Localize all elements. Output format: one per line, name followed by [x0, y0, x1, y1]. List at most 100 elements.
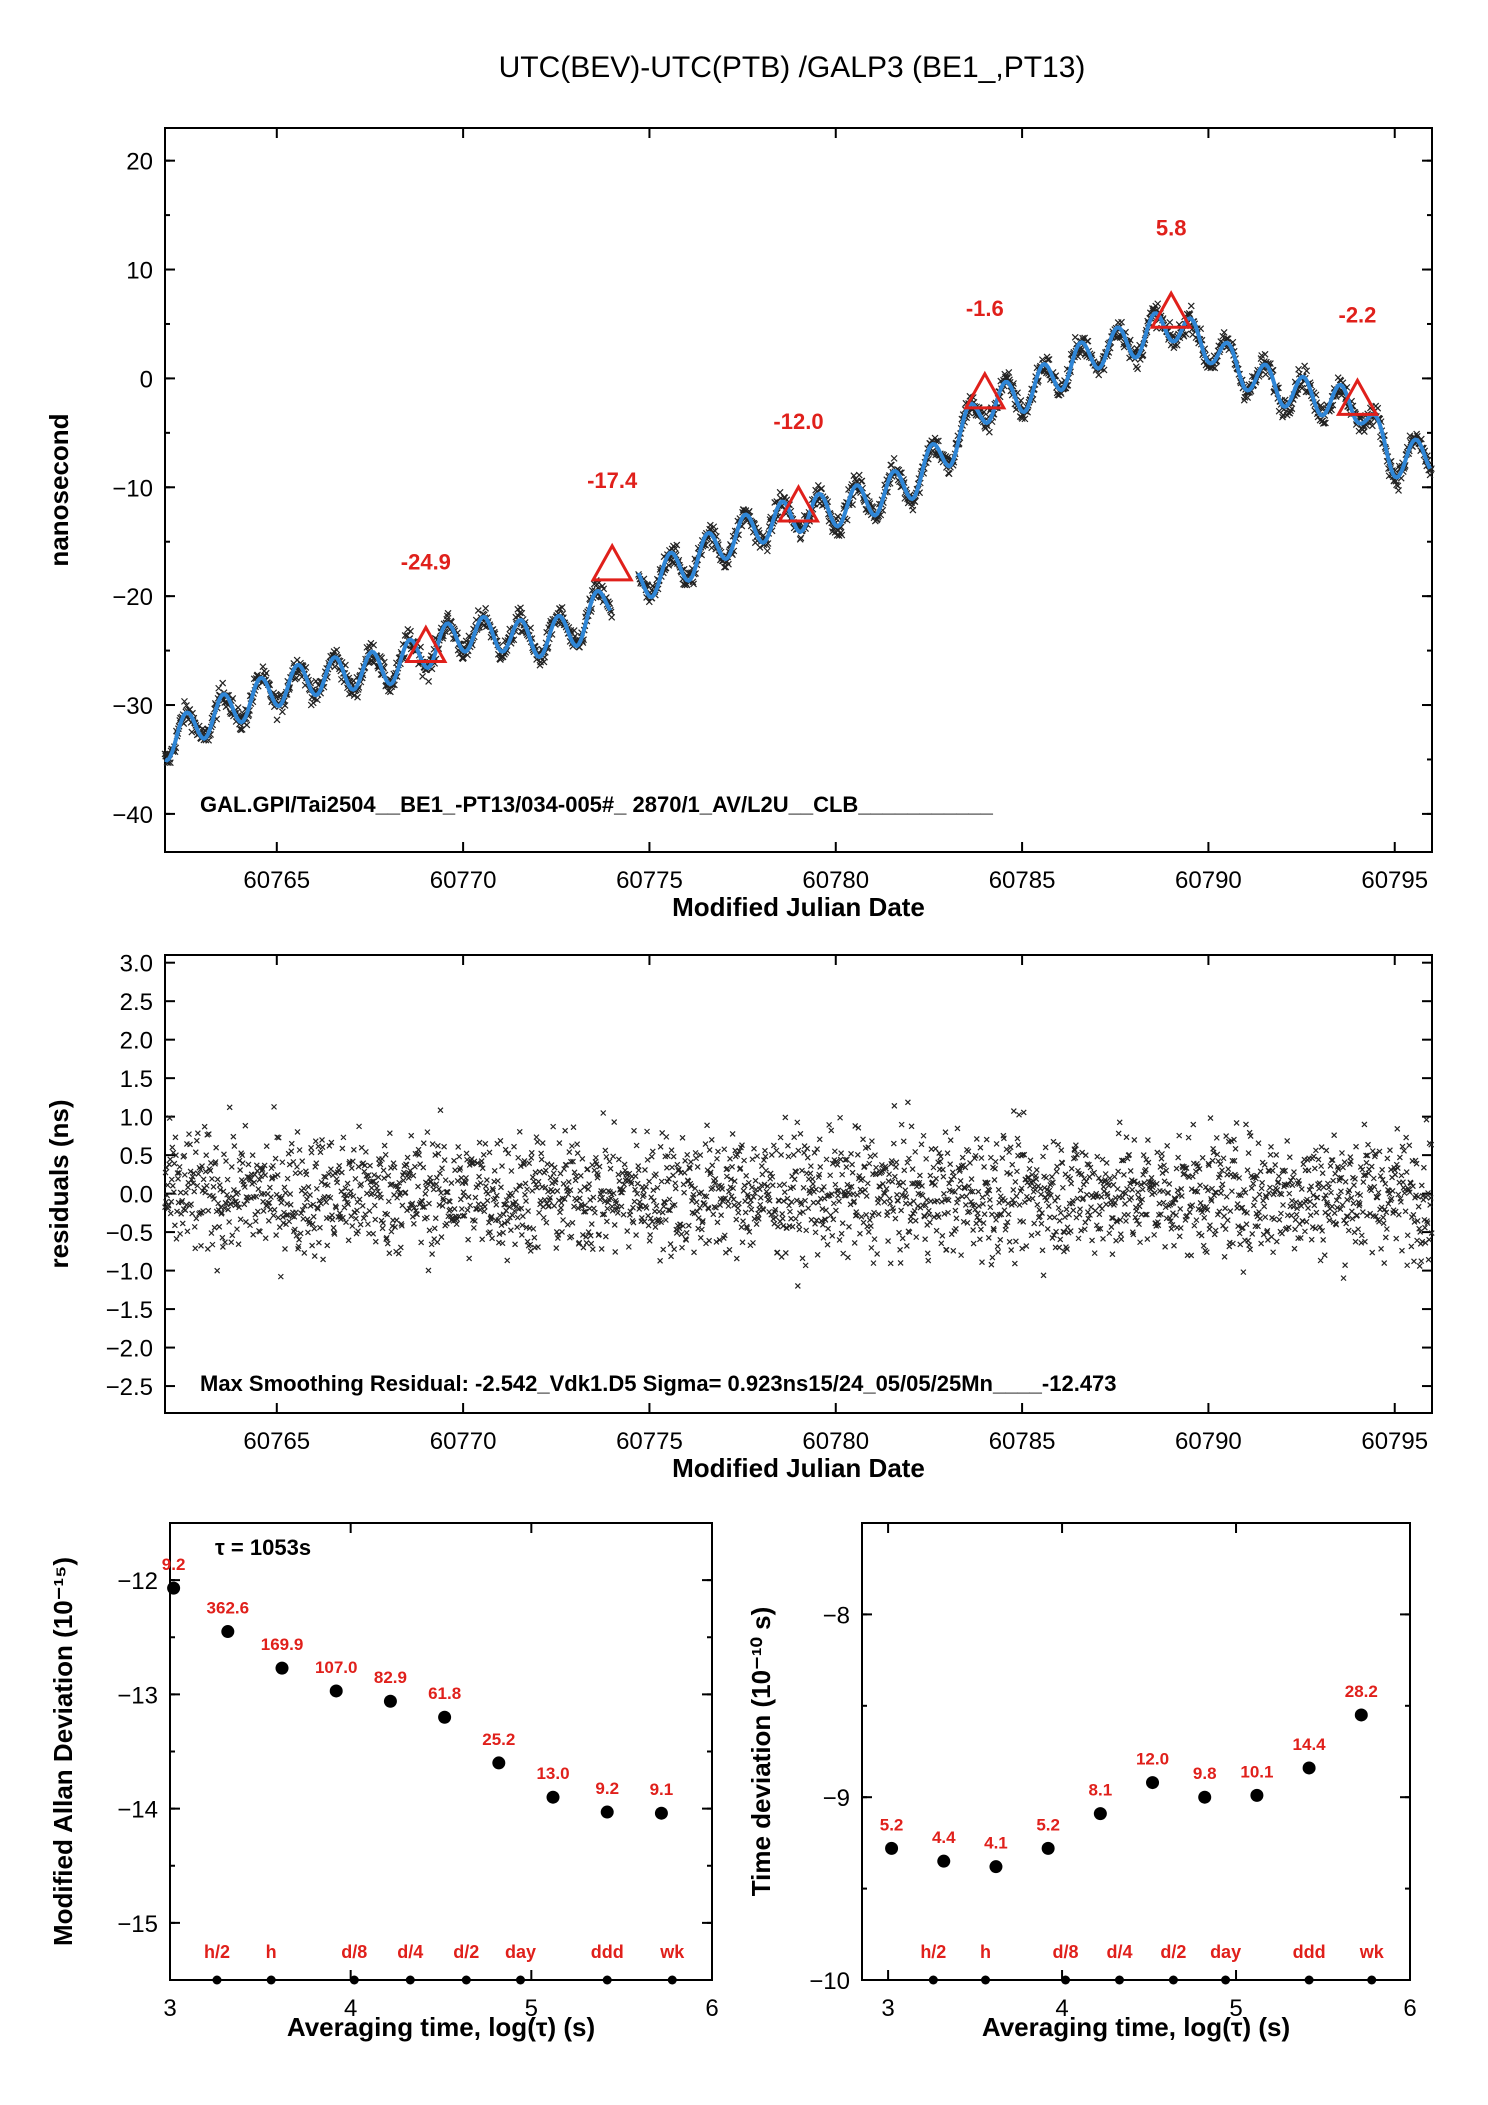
residual-point [1095, 1175, 1102, 1182]
residual-point [620, 1186, 626, 1193]
residual-point [1284, 1137, 1291, 1144]
residual-point [373, 1185, 380, 1192]
residual-point [457, 1165, 464, 1171]
residual-point [1136, 1221, 1142, 1228]
residual-point [1237, 1192, 1244, 1199]
residual-point [547, 1194, 553, 1201]
residual-point [1171, 1242, 1177, 1249]
data-point [838, 531, 846, 539]
residual-point [995, 1186, 1002, 1193]
data-point [909, 506, 917, 514]
residual-point [983, 1136, 990, 1143]
residual-point [1381, 1206, 1388, 1213]
residual-point [1126, 1151, 1133, 1158]
residual-point [799, 1167, 805, 1174]
residual-point [471, 1218, 478, 1224]
residual-point [266, 1199, 273, 1206]
residual-point [279, 1214, 286, 1220]
y-tick-label: −8 [823, 1602, 850, 1629]
residual-point [835, 1192, 841, 1199]
residual-point [862, 1187, 869, 1193]
residual-point [1236, 1175, 1243, 1181]
residual-point [846, 1223, 852, 1230]
residual-point [1384, 1155, 1391, 1162]
residual-point [1214, 1211, 1221, 1218]
residual-point [1064, 1246, 1070, 1252]
residual-point [501, 1220, 508, 1227]
residual-point [1013, 1193, 1020, 1200]
residual-point [334, 1179, 341, 1186]
residual-point [409, 1200, 416, 1207]
residual-point [970, 1240, 977, 1247]
residual-point [424, 1129, 431, 1136]
residual-point [342, 1195, 348, 1202]
residual-point [1235, 1192, 1242, 1198]
residual-point [630, 1204, 636, 1211]
residual-point [1211, 1231, 1218, 1238]
residual-point [1134, 1180, 1141, 1187]
residual-point [1125, 1211, 1131, 1218]
residual-point [1416, 1225, 1423, 1232]
residual-point [1423, 1116, 1430, 1123]
residual-point [827, 1172, 834, 1179]
residual-point [1030, 1178, 1037, 1185]
residual-point [585, 1229, 592, 1235]
residual-point [1311, 1202, 1318, 1209]
residual-point [1278, 1191, 1285, 1198]
residual-point [916, 1172, 923, 1179]
residual-point [992, 1158, 999, 1165]
residual-point [179, 1197, 186, 1204]
period-label: h/2 [204, 1942, 230, 1962]
residual-point [981, 1163, 988, 1170]
residual-point [699, 1219, 706, 1226]
residual-point [367, 1162, 373, 1169]
residual-point [975, 1203, 982, 1210]
residual-point [486, 1219, 492, 1226]
residual-point [390, 1160, 397, 1167]
residual-point [192, 1149, 199, 1156]
residual-point [533, 1134, 540, 1141]
residual-point [631, 1127, 637, 1134]
residual-point [794, 1119, 801, 1126]
residual-point [723, 1173, 730, 1180]
residual-point [945, 1197, 952, 1204]
residual-point [896, 1229, 902, 1236]
residual-point [581, 1184, 588, 1190]
residual-point [311, 1253, 318, 1260]
residual-point [752, 1177, 759, 1184]
residual-point [315, 1143, 322, 1150]
residual-point [500, 1211, 507, 1218]
residual-point [1223, 1193, 1230, 1200]
residual-point [496, 1231, 503, 1237]
residual-point [224, 1191, 231, 1198]
residual-point [1016, 1202, 1023, 1208]
residual-point [312, 1138, 319, 1145]
residual-point [408, 1132, 415, 1139]
residual-point [807, 1170, 814, 1177]
residual-point [739, 1142, 745, 1149]
residual-point [1018, 1185, 1025, 1192]
residual-point [939, 1166, 946, 1173]
residual-point [320, 1256, 327, 1263]
residual-point [429, 1251, 436, 1258]
residual-point [977, 1144, 984, 1151]
residual-point [226, 1104, 233, 1111]
residual-point [1040, 1153, 1046, 1160]
residual-point [754, 1153, 761, 1160]
residual-point [476, 1173, 482, 1180]
residual-point [1100, 1183, 1107, 1190]
residual-point [909, 1180, 916, 1187]
residual-point [193, 1215, 200, 1222]
residual-point [1310, 1192, 1317, 1199]
residual-point [760, 1157, 767, 1163]
y-tick-label: 1.5 [120, 1066, 153, 1093]
residual-point [1005, 1211, 1012, 1218]
data-point [546, 1790, 560, 1804]
residual-point [1008, 1247, 1015, 1254]
residual-point [362, 1148, 369, 1155]
residual-point [993, 1140, 1000, 1147]
residual-point [191, 1188, 198, 1195]
x-tick-label: 6 [1403, 1995, 1416, 2022]
residual-point [970, 1227, 977, 1233]
residual-point [1162, 1204, 1169, 1211]
